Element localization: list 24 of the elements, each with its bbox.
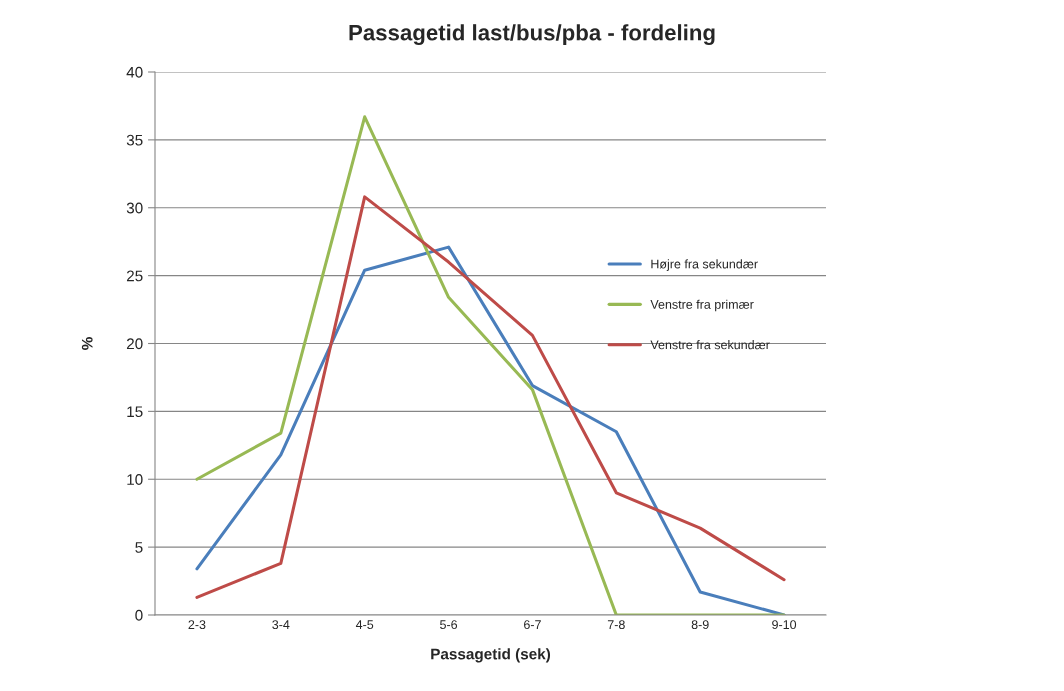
y-tick-label: 15 — [127, 406, 143, 418]
y-tick-label: 40 — [126, 66, 143, 78]
legend-label: Højre fra sekundær — [651, 259, 758, 271]
y-axis-title: % — [81, 337, 93, 350]
x-tick-label: 4-5 — [355, 620, 374, 630]
y-tick-label: 5 — [135, 542, 143, 553]
legend-label: Venstre fra primær — [650, 299, 754, 312]
line-series — [195, 115, 786, 615]
x-tick-label: 7-8 — [607, 620, 625, 630]
x-axis-title: Passagetid (sek) — [431, 648, 551, 663]
y-tick-label: 0 — [135, 609, 143, 621]
y-tick-label: 30 — [126, 202, 143, 214]
x-tick-label: 6-7 — [524, 620, 541, 630]
x-tick-label: 9-10 — [772, 620, 797, 630]
y-tick-label: 25 — [126, 270, 143, 282]
line-series — [195, 195, 786, 599]
x-tick-label: 5-6 — [440, 620, 458, 630]
x-tick-label: 8-9 — [691, 620, 709, 630]
y-tick-label: 20 — [126, 338, 143, 350]
y-tick-label: 10 — [127, 474, 143, 485]
x-tick-label: 3-4 — [272, 620, 290, 630]
x-tick-label: 2-3 — [188, 620, 206, 630]
y-tick-label: 35 — [126, 134, 143, 146]
chart-title: Passagetid last/bus/pba - fordeling — [349, 24, 715, 45]
